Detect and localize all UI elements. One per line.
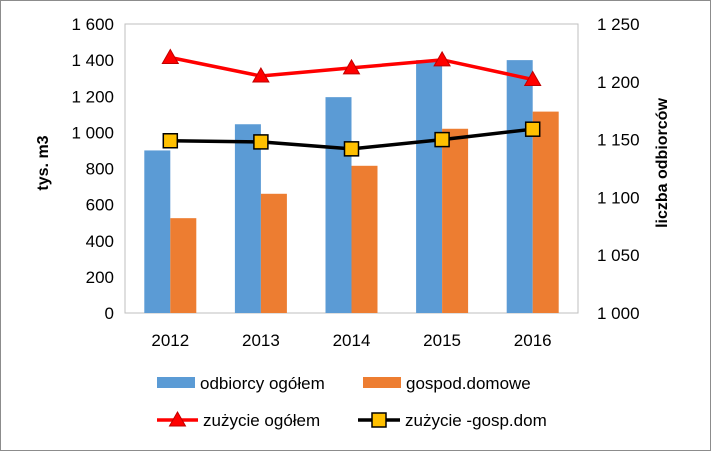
- marker-triangle-2012: [161, 48, 180, 65]
- legend-label-zuzycie-gosp: zużycie -gosp.dom: [405, 411, 547, 430]
- legend-label-gospod: gospod.domowe: [406, 374, 531, 393]
- left-tick-label: 600: [86, 196, 114, 215]
- bar-odbiorcy-2016: [506, 60, 533, 313]
- x-axis-ticks: 2012 2013 2014 2015 2016: [151, 331, 551, 350]
- right-tick-label: 1 050: [597, 246, 640, 265]
- bar-odbiorcy-2015: [416, 60, 443, 313]
- right-axis-title: liczba odbiorców: [654, 98, 671, 228]
- left-tick-label: 800: [86, 160, 114, 179]
- marker-triangle-2015: [433, 50, 451, 67]
- bar-gospod-2014: [351, 165, 378, 313]
- marker-triangle-2016: [523, 70, 542, 86]
- left-axis-ticks: 0 200 400 600 800 1 000 1 200 1 400 1 600: [71, 15, 114, 323]
- bar-gospod-2012: [170, 218, 197, 313]
- right-tick-label: 1 150: [597, 131, 640, 150]
- right-axis-ticks: 1 000 1 050 1 100 1 150 1 200 1 250: [597, 15, 640, 323]
- marker-square-2015: [434, 131, 450, 148]
- x-tick-label: 2015: [423, 331, 461, 350]
- right-tick-label: 1 000: [597, 304, 640, 323]
- bar-gospod-2013: [260, 193, 287, 313]
- right-tick-label: 1 100: [597, 188, 640, 207]
- bar-layer: [144, 60, 559, 314]
- left-axis-title: tys. m3: [35, 135, 52, 190]
- legend-swatch-gospod: [363, 377, 401, 388]
- x-tick-label: 2014: [333, 331, 371, 350]
- left-tick-label: 200: [86, 268, 114, 287]
- marker-square-2013: [253, 134, 269, 150]
- legend-marker-triangle: [168, 410, 187, 427]
- bar-gospod-2015: [442, 128, 469, 313]
- bar-odbiorcy-2014: [325, 97, 352, 313]
- marker-square-2016: [524, 121, 541, 137]
- line-layer: [161, 48, 542, 157]
- right-tick-label: 1 200: [597, 73, 640, 92]
- legend-swatch-odbiorcy: [157, 377, 195, 388]
- marker-square-2014: [343, 141, 360, 157]
- legend-marker-square: [371, 412, 387, 428]
- left-tick-label: 1 400: [71, 51, 114, 70]
- left-tick-label: 1 200: [71, 87, 114, 106]
- left-tick-label: 1 600: [71, 15, 114, 34]
- marker-triangle-2013: [252, 67, 270, 83]
- x-tick-label: 2013: [242, 331, 280, 350]
- x-tick-label: 2016: [514, 331, 552, 350]
- right-tick-label: 1 250: [597, 15, 640, 34]
- marker-square-2012: [162, 133, 179, 149]
- bar-gospod-2016: [532, 111, 559, 314]
- left-tick-label: 1 000: [71, 123, 114, 142]
- bar-odbiorcy-2013: [234, 124, 261, 313]
- bar-odbiorcy-2012: [144, 150, 171, 313]
- x-tick-label: 2012: [151, 331, 189, 350]
- marker-triangle-2014: [342, 58, 361, 75]
- legend-label-zuzycie-ogolem: zużycie ogółem: [203, 411, 320, 430]
- left-tick-label: 0: [105, 304, 114, 323]
- legend-label-odbiorcy: odbiorcy ogółem: [200, 374, 325, 393]
- legend: odbiorcy ogółem gospod.domowe zużycie ogół…: [157, 374, 547, 430]
- left-tick-label: 400: [86, 232, 114, 251]
